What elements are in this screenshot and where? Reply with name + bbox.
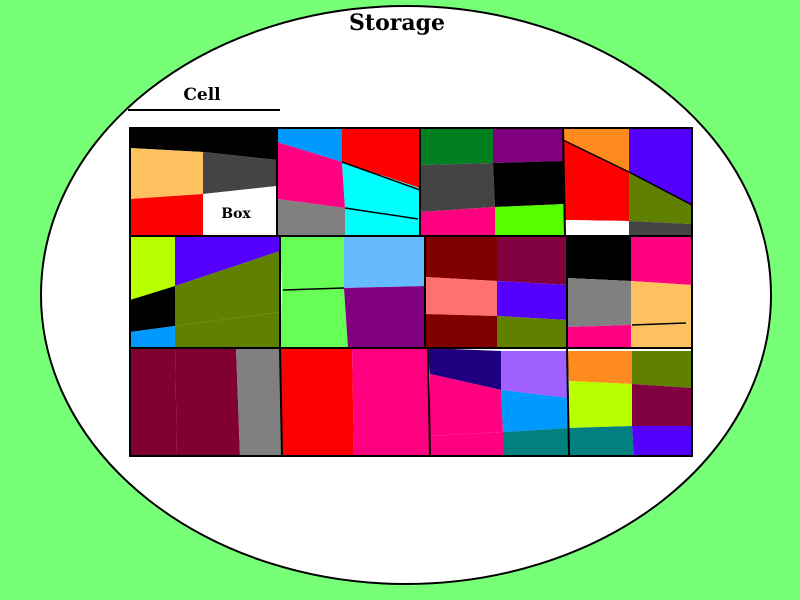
subcell <box>280 348 354 456</box>
storage-label: Storage <box>349 10 445 36</box>
box-label: Box <box>221 206 251 222</box>
subcell <box>420 163 495 212</box>
subcell <box>236 348 282 456</box>
subcell <box>565 220 629 236</box>
subcell <box>501 351 569 398</box>
subcell <box>503 428 569 456</box>
subcell <box>569 426 634 456</box>
subcell <box>495 204 565 236</box>
subcell <box>344 236 425 288</box>
cell-2-3 <box>425 236 567 348</box>
cell-1-4 <box>563 128 692 236</box>
cell-3-1 <box>130 348 282 456</box>
cell-2-4 <box>567 236 692 348</box>
subcell <box>497 281 567 320</box>
subcell <box>493 161 565 207</box>
cell-2-1 <box>130 236 280 348</box>
cell-1-1 <box>130 128 277 236</box>
subcell <box>631 322 692 348</box>
subcell <box>497 316 567 348</box>
subcell <box>280 288 348 348</box>
cell-3-3 <box>428 348 569 456</box>
subcell <box>130 128 203 152</box>
subcell <box>425 236 497 281</box>
subcell <box>130 194 203 236</box>
cell-1-3 <box>420 128 565 236</box>
subcell <box>569 381 632 428</box>
grid: Box <box>130 128 692 456</box>
subcell <box>420 128 493 165</box>
subcell <box>352 348 430 456</box>
subcell <box>567 325 631 348</box>
subcell <box>632 384 692 426</box>
subcell <box>130 348 177 456</box>
subcell <box>567 278 631 327</box>
block-1 <box>130 128 692 236</box>
cell-3-4 <box>567 351 692 456</box>
subcell <box>130 148 203 199</box>
subcell <box>567 236 631 281</box>
subcell <box>280 236 344 289</box>
subcell <box>420 207 495 236</box>
cell-label: Cell <box>183 85 221 105</box>
cell-3-2 <box>280 348 430 456</box>
subcell <box>631 281 692 325</box>
block-2 <box>130 236 692 348</box>
block-3 <box>130 348 692 456</box>
subcell <box>632 351 692 388</box>
subcell <box>425 277 497 316</box>
subcell <box>497 236 567 285</box>
subcell <box>567 351 632 384</box>
subcell <box>430 432 503 456</box>
subcell <box>175 348 240 456</box>
cell-2-2 <box>280 236 425 348</box>
subcell <box>344 286 425 348</box>
subcell <box>425 314 497 348</box>
subcell <box>632 426 692 456</box>
subcell <box>493 128 563 163</box>
subcell <box>631 236 692 285</box>
